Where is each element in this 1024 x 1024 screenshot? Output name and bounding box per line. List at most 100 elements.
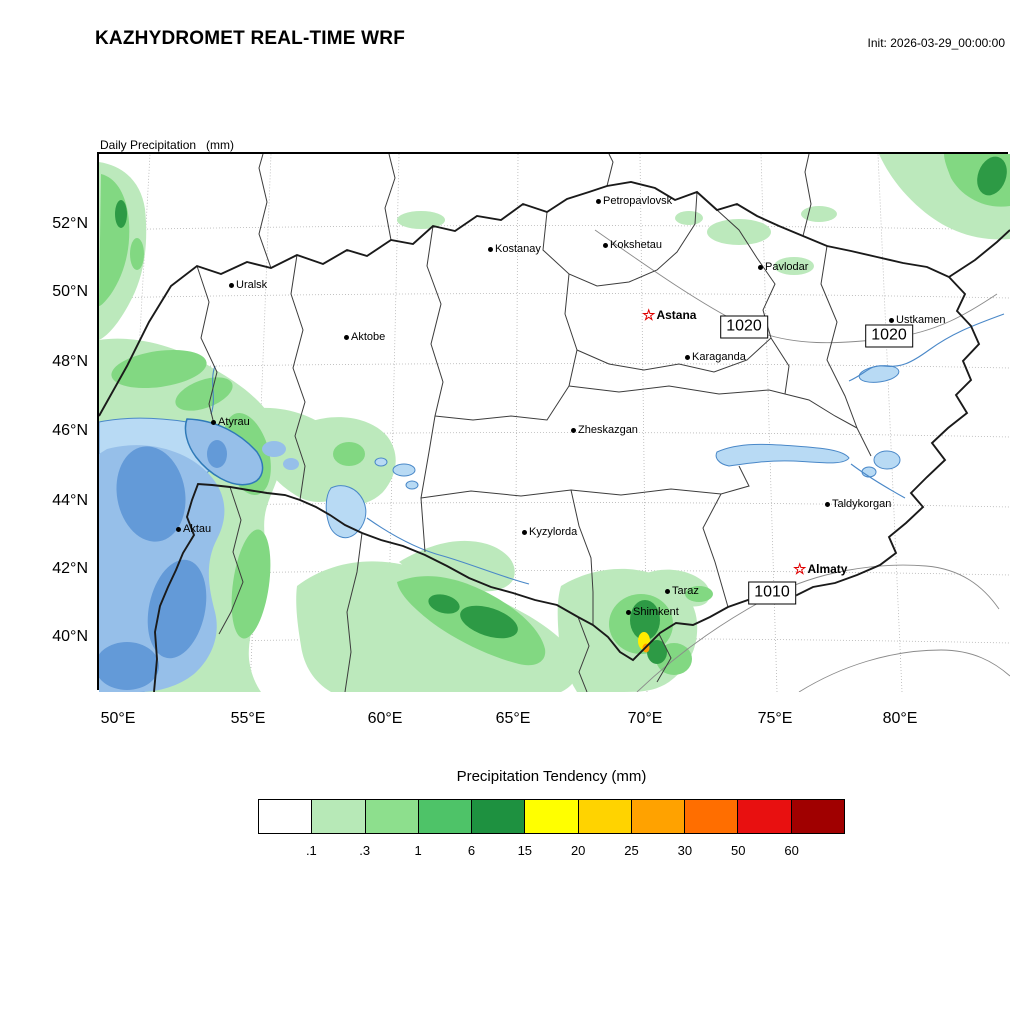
city-label: Kostanay — [495, 243, 541, 255]
syr-darya-river — [366, 517, 530, 585]
oblast-borders — [196, 154, 872, 692]
city-label: Taraz — [672, 585, 699, 597]
dot-icon — [665, 588, 670, 594]
x-axis-tick: 60°E — [367, 710, 403, 727]
star-icon: ☆ — [793, 560, 807, 578]
irtysh-river — [848, 313, 1005, 382]
ili-river — [850, 463, 906, 499]
colorbar-segment — [525, 800, 579, 833]
city-label: Uralsk — [236, 279, 268, 291]
y-axis-tick: 50°N — [52, 283, 88, 300]
dot-icon — [488, 246, 493, 252]
x-axis-tick: 50°E — [100, 710, 136, 727]
city-marker-petropavlovsk: Petropavlovsk — [596, 195, 672, 207]
x-axis-tick: 65°E — [495, 710, 531, 727]
city-marker-taraz: Taraz — [665, 585, 699, 597]
page-title: KAZHYDROMET REAL-TIME WRF — [95, 28, 406, 49]
small-lake — [405, 480, 419, 490]
colorbar-segment — [472, 800, 526, 833]
city-label: Almaty — [807, 562, 848, 576]
colorbar-segment — [791, 800, 844, 833]
city-marker-taldykorgan: Taldykorgan — [825, 498, 891, 510]
colorbar-tick: 20 — [570, 843, 586, 858]
city-label: Taldykorgan — [832, 498, 892, 510]
city-marker-kostanay: Kostanay — [488, 243, 541, 255]
city-marker-aktobe: Aktobe — [344, 331, 385, 343]
isobar — [798, 649, 1010, 692]
city-marker-pavlodar: Pavlodar — [758, 261, 808, 273]
city-marker-astana: ☆ Astana — [642, 306, 697, 324]
colorbar-segment — [418, 800, 473, 833]
pressure-label-1020: 1020 — [720, 315, 768, 339]
colorbar-tick: .1 — [305, 843, 317, 858]
dot-icon — [522, 529, 527, 535]
city-marker-kokshetau: Kokshetau — [603, 239, 662, 251]
colorbar-segment — [365, 800, 419, 833]
city-marker-zheskazgan: Zheskazgan — [571, 424, 638, 436]
city-label: Karaganda — [692, 351, 746, 363]
legend-colorbar — [258, 799, 845, 834]
y-axis-tick: 40°N — [52, 628, 88, 645]
dot-icon — [626, 609, 631, 615]
legend-tick-labels: .1 .3 1 6 15 20 25 30 50 60 — [258, 843, 845, 863]
country-border — [99, 181, 1010, 692]
legend-title: Precipitation Tendency (mm) — [456, 768, 647, 785]
city-label: Zheskazgan — [578, 424, 638, 436]
precip-medium-blue-layer — [99, 440, 227, 690]
dot-icon — [889, 317, 894, 323]
isobar-contours — [594, 229, 1010, 692]
colorbar-tick: 30 — [677, 843, 693, 858]
city-label: Astana — [656, 308, 697, 322]
colorbar-segment — [312, 800, 366, 833]
city-marker-kyzylorda: Kyzylorda — [522, 526, 577, 538]
init-timestamp: Init: 2026-03-29_00:00:00 — [867, 36, 1005, 50]
isobar-1010 — [636, 564, 1000, 692]
lake-balkhash — [715, 443, 850, 467]
colorbar-segment — [259, 800, 313, 833]
city-label: Kyzylorda — [529, 526, 578, 538]
dot-icon — [571, 427, 576, 433]
city-marker-atyrau: Atyrau — [211, 416, 250, 428]
city-layer: Petropavlovsk Kostanay Kokshetau Pavlodar Ur… — [99, 154, 1006, 688]
small-lake — [392, 463, 416, 477]
colorbar-tick: 1 — [414, 843, 422, 858]
star-icon: ☆ — [642, 306, 656, 324]
isobar-1020 — [594, 229, 998, 344]
dot-icon — [825, 501, 830, 507]
map-area: Petropavlovsk Kostanay Kokshetau Pavlodar Ur… — [97, 152, 1010, 692]
lake-alakol — [873, 450, 901, 470]
city-label: Petropavlovsk — [603, 195, 673, 207]
city-label: Kokshetau — [610, 239, 662, 251]
city-marker-aktau: Aktau — [176, 523, 211, 535]
dot-icon — [211, 419, 216, 425]
city-marker-shimkent: Shimkent — [626, 606, 679, 618]
colorbar-tick: 25 — [624, 843, 639, 858]
y-axis-tick: 46°N — [52, 422, 88, 439]
dot-icon — [229, 282, 234, 288]
y-axis-tick: 44°N — [52, 492, 88, 509]
y-axis-tick: 42°N — [52, 560, 88, 577]
city-label: Aktobe — [351, 331, 386, 343]
x-axis-tick: 55°E — [230, 710, 266, 727]
city-marker-uralsk: Uralsk — [229, 279, 267, 291]
x-axis-tick: 75°E — [757, 710, 793, 727]
x-axis-tick: 80°E — [882, 710, 918, 727]
city-label: Pavlodar — [765, 261, 809, 273]
dot-icon — [596, 198, 601, 204]
precip-dark-green-layer — [115, 156, 1007, 664]
colorbar-segment — [631, 800, 686, 833]
city-marker-ustkamen: Ustkamen — [889, 314, 946, 326]
dot-icon — [685, 354, 690, 360]
colorbar-segment — [738, 800, 792, 833]
small-lake — [374, 457, 388, 467]
colorbar-tick: 60 — [784, 843, 799, 858]
colorbar-tick: 15 — [517, 843, 533, 858]
colorbar-segment — [685, 800, 739, 833]
dot-icon — [758, 264, 763, 270]
y-axis-tick: 48°N — [52, 353, 88, 370]
city-marker-karaganda: Karaganda — [685, 351, 746, 363]
colorbar-tick: 50 — [731, 843, 746, 858]
pressure-label-1020: 1020 — [865, 324, 913, 348]
